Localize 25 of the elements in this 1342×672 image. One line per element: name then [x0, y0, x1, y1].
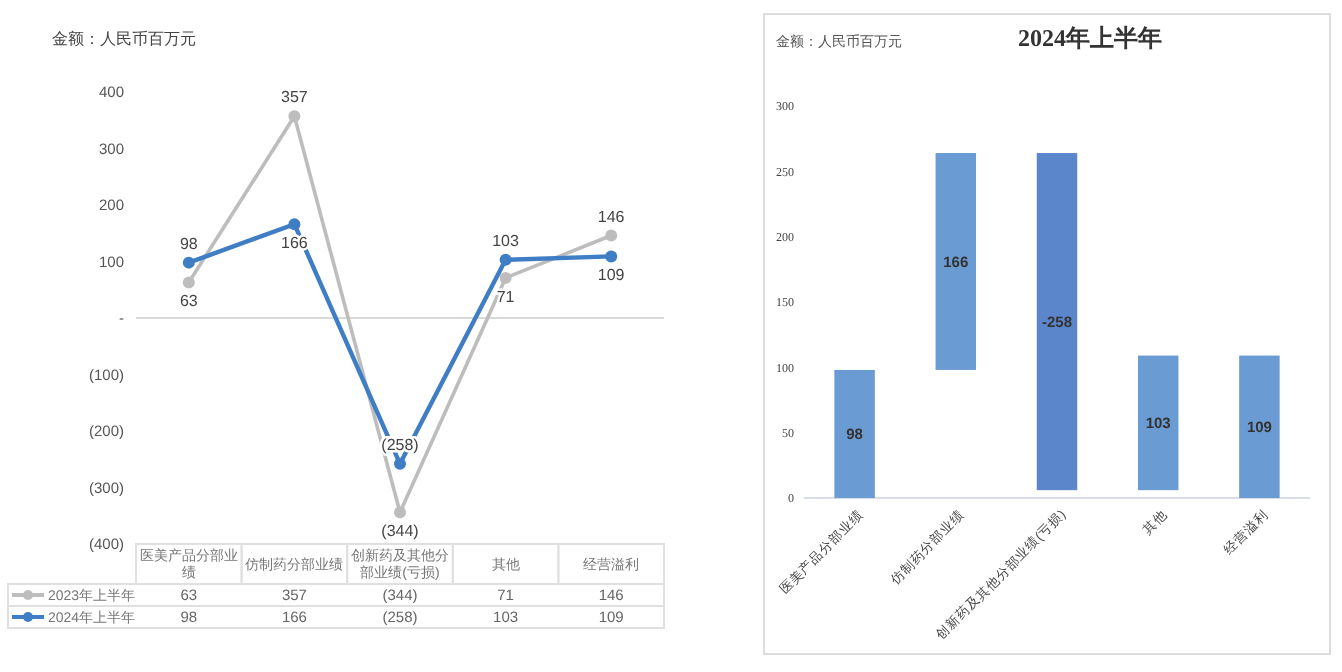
point: [605, 250, 618, 263]
point: [182, 276, 195, 289]
point: [499, 253, 512, 266]
text: 103: [492, 231, 519, 250]
text: 146: [597, 207, 625, 226]
bar: [935, 153, 977, 370]
text: 109: [597, 266, 625, 285]
bar: [1036, 153, 1078, 491]
point: [394, 506, 406, 519]
text: 71: [496, 287, 515, 306]
point: [605, 229, 618, 242]
point: [182, 256, 195, 269]
text: 98: [179, 234, 198, 253]
point: [288, 110, 301, 123]
bar: [1239, 355, 1280, 498]
bar: [1137, 355, 1179, 491]
text: (344): [381, 522, 419, 541]
text: 357: [281, 88, 308, 107]
point: [499, 271, 512, 284]
point: [394, 457, 406, 470]
chart-title: 2024年上半年: [1018, 24, 1162, 52]
text: 63: [179, 292, 198, 311]
text: 金额：人民币百万元: [52, 30, 196, 48]
point: [288, 218, 301, 231]
bar: [834, 369, 875, 498]
